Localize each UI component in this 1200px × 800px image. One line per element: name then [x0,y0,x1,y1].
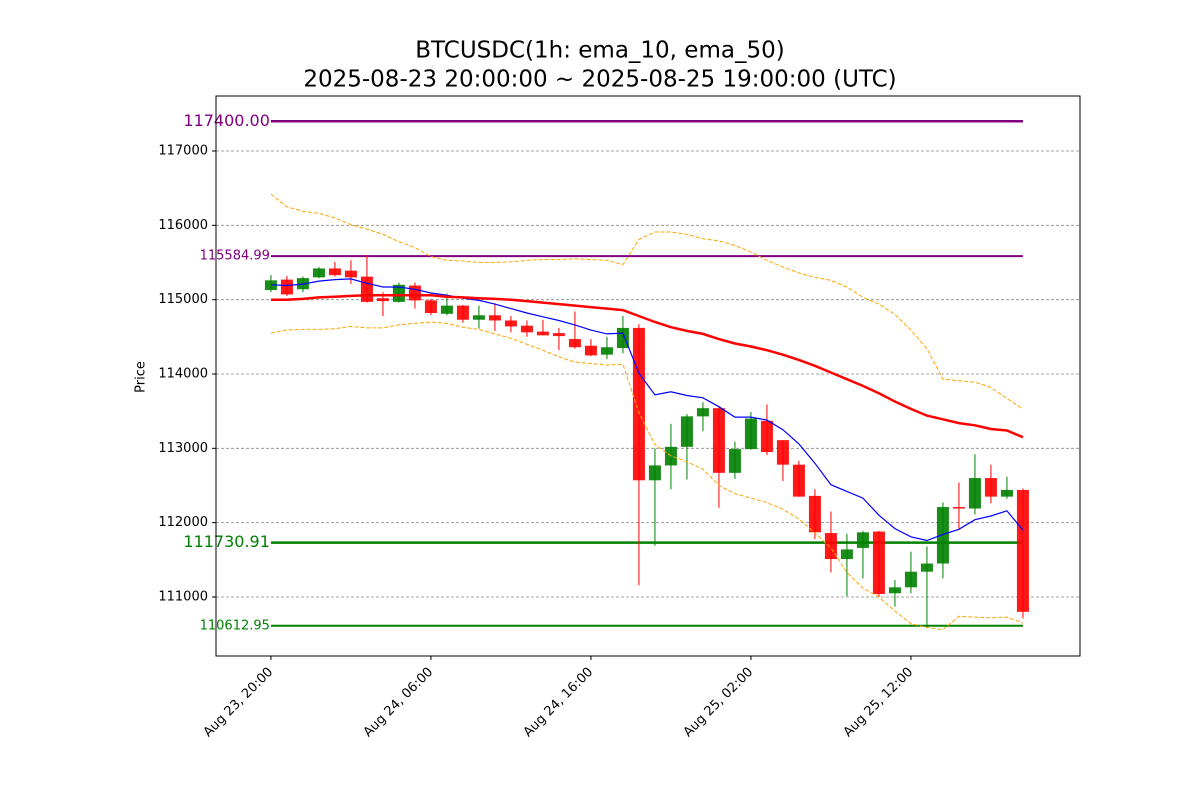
level-label: 115584.99 [200,249,270,264]
y-tick-label: 116000 [158,218,208,233]
candle-body [312,268,325,278]
candle-body [920,563,933,572]
candle-body [808,495,821,533]
candle-body [824,533,837,560]
candle-body [936,507,949,564]
candle-body [552,333,565,337]
level-label: 111730.91 [183,532,270,551]
candle-body [952,507,965,509]
candle-body [360,276,373,302]
y-tick-label: 117000 [158,144,208,159]
candle-body [472,315,485,320]
candle-body [376,298,389,302]
candle-body [424,300,437,314]
candle-body [680,416,693,447]
level-label: 117400.00 [183,111,270,130]
indicator-line [270,193,1024,410]
y-tick-label: 115000 [158,292,208,307]
candle-body [456,305,469,320]
candle-body [488,315,501,321]
candle-body [344,270,357,278]
candle-body [792,464,805,497]
level-label: 110612.95 [200,618,270,633]
candle-body [1000,489,1013,497]
candle-body [840,549,853,560]
candle-body [888,587,901,594]
candle-body [904,571,917,588]
indicator-line [270,321,1024,631]
candle-body [520,325,533,333]
indicator-line [270,293,1024,439]
chart-subtitle: 2025-08-23 20:00:00 ~ 2025-08-25 19:00:0… [303,67,896,93]
candle-body [776,440,789,465]
candle-body [984,478,997,497]
candle-body [504,320,517,327]
candle-body [712,408,725,473]
candle-body [392,284,405,302]
candle-body [536,331,549,336]
candle-body [872,531,885,595]
candle-body [968,478,981,509]
candle-body [328,268,341,276]
indicator-line [270,278,1024,542]
y-tick-label: 113000 [158,441,208,456]
candle-body [408,285,421,301]
candle-body [728,449,741,473]
candle-body [280,279,293,295]
y-tick-label: 112000 [158,515,208,530]
y-tick-label: 111000 [158,589,208,604]
candle-body [760,420,773,453]
candle-body [744,418,757,450]
candle-body [648,465,661,481]
candle-body [632,327,645,481]
plot-frame [215,95,1081,657]
y-axis-label: Price [134,361,149,393]
candle-body [696,408,709,417]
candle-body [440,305,453,314]
candle-body [584,345,597,356]
candle-body [568,339,581,348]
chart-title: BTCUSDC(1h: ema_10, ema_50) [415,38,784,64]
candle-body [856,532,869,548]
candle-body [600,347,613,355]
candle-body [1016,489,1029,612]
y-tick-label: 114000 [158,366,208,381]
